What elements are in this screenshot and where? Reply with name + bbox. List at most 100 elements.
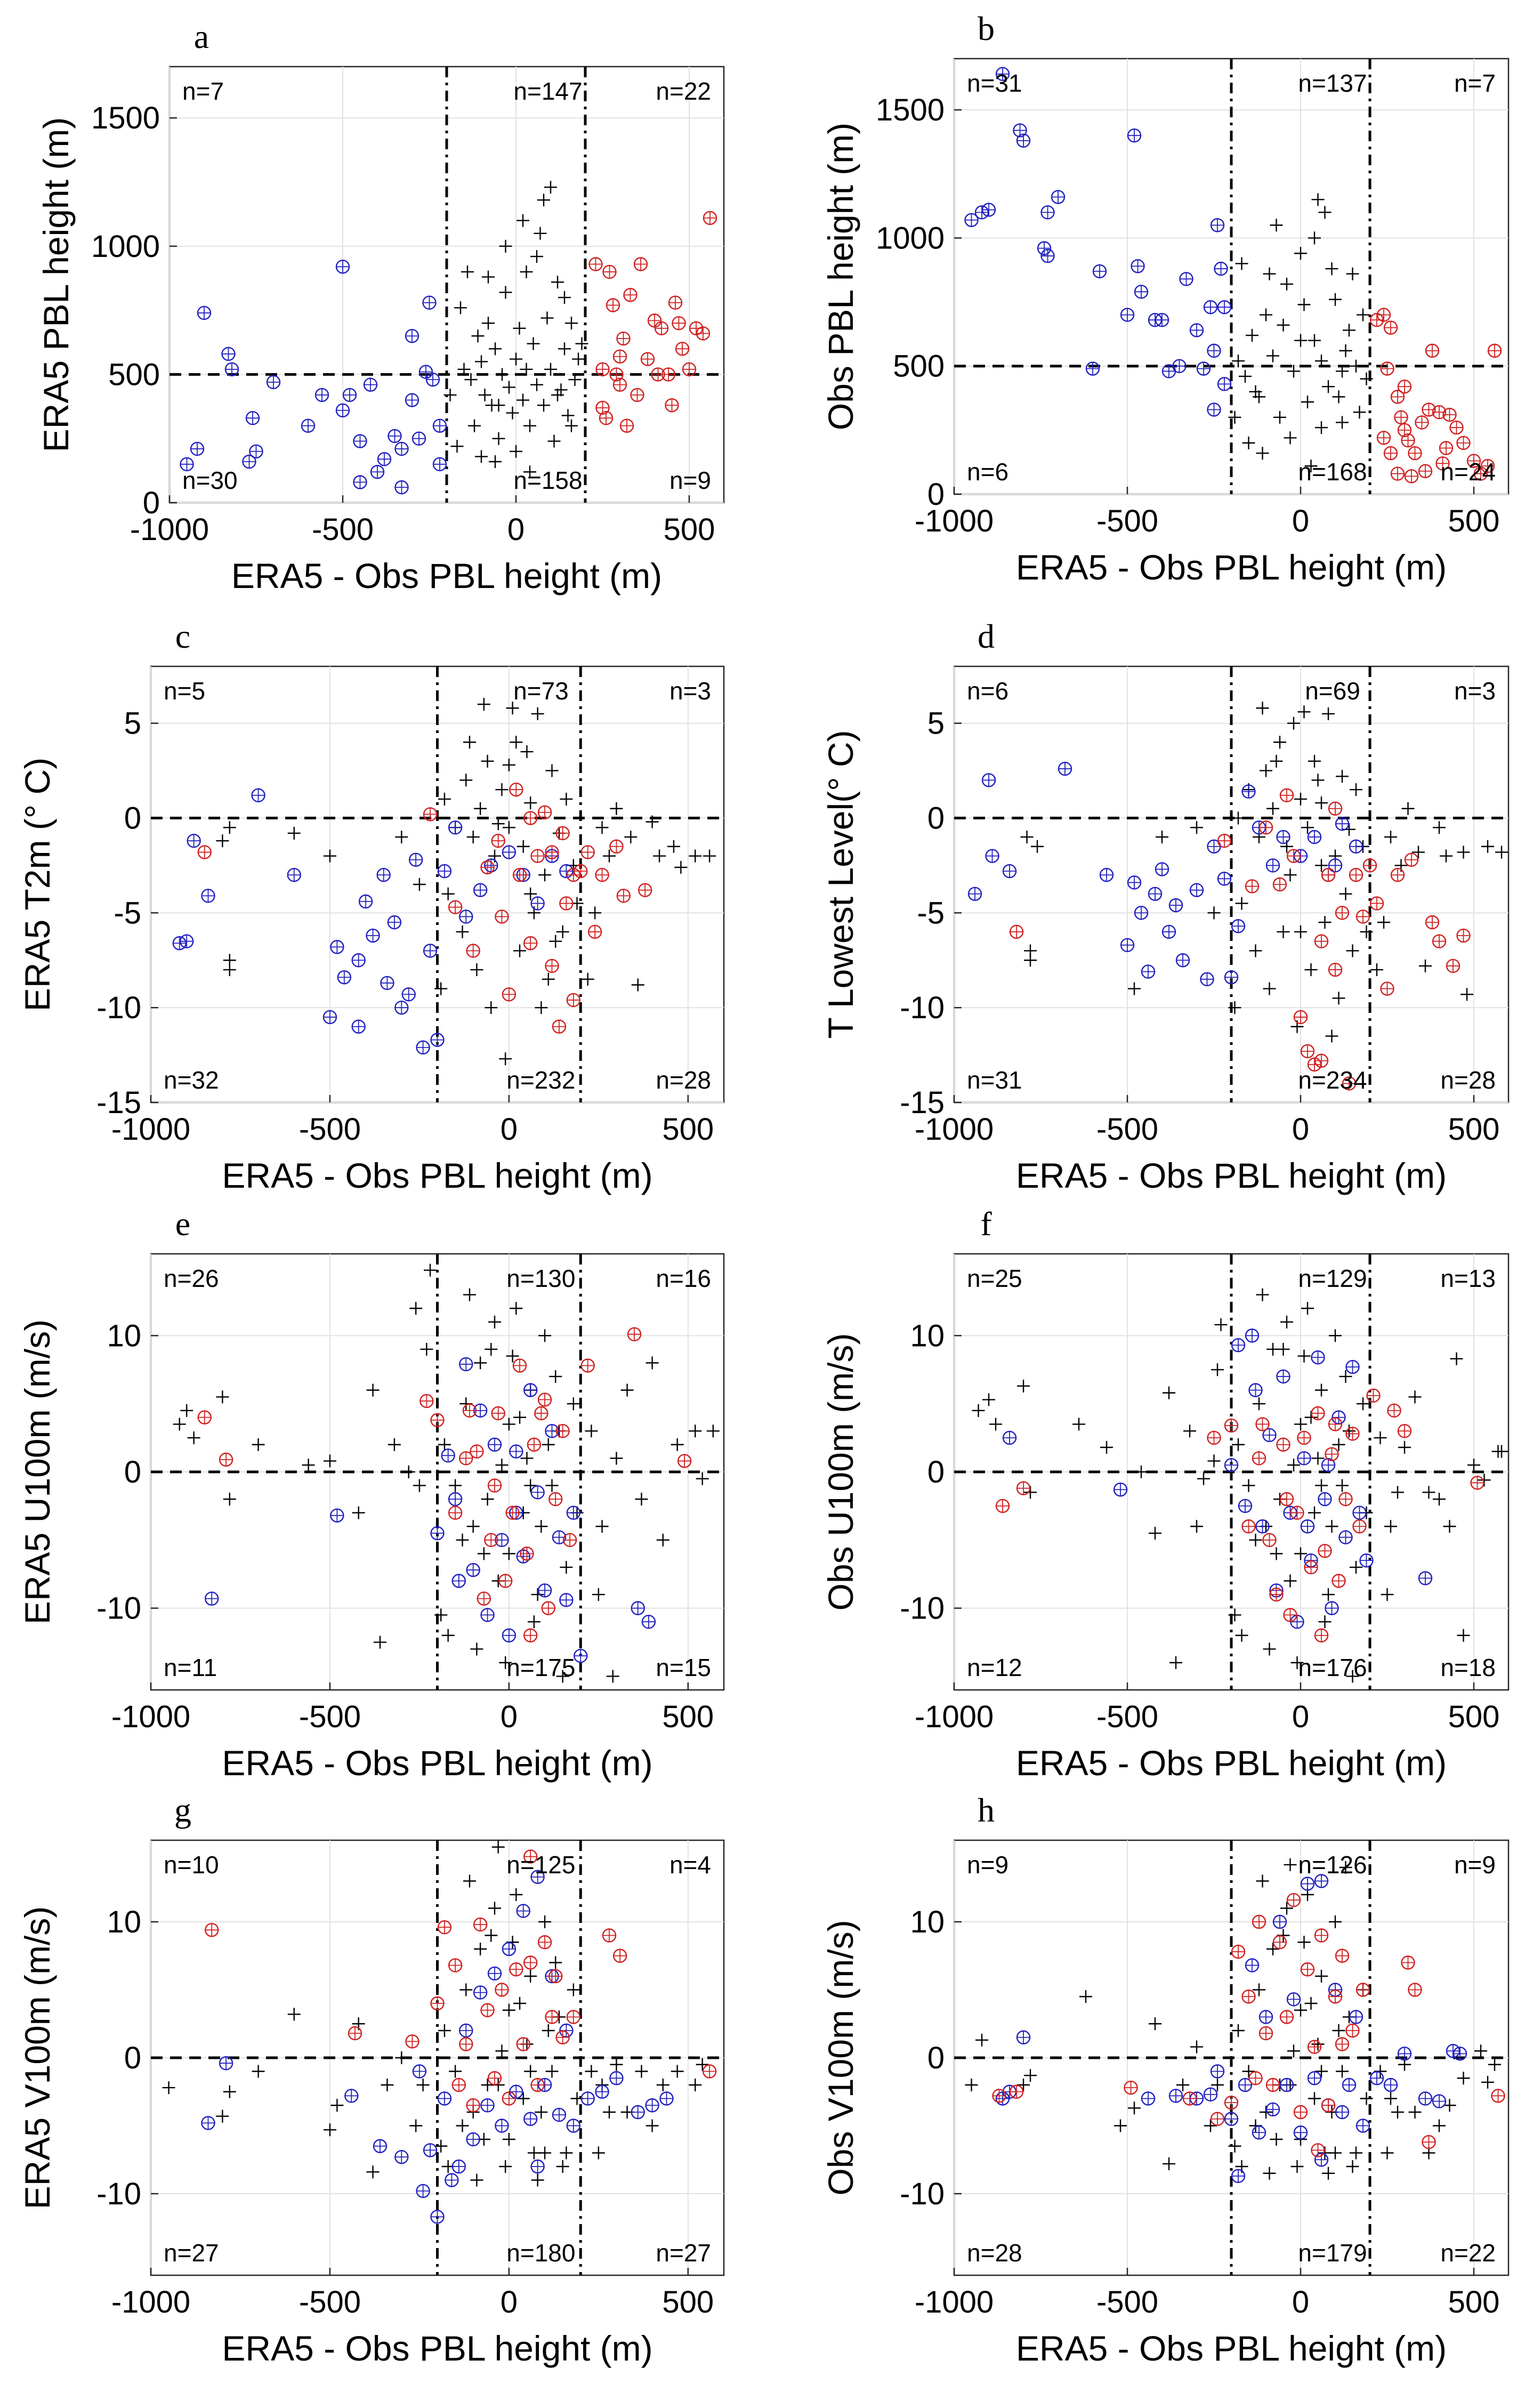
- red-circle-point: [595, 362, 610, 376]
- black-plus-point: [1211, 1363, 1224, 1376]
- black-plus-point: [491, 1840, 505, 1854]
- blue-circle-point: [1207, 402, 1221, 417]
- red-circle-point: [1290, 1505, 1304, 1520]
- blue-circle-point: [964, 213, 979, 227]
- blue-circle-point: [487, 1966, 502, 1981]
- blue-circle-point: [1189, 883, 1204, 897]
- red-circle-point: [459, 1451, 473, 1465]
- black-plus-point: [323, 2123, 336, 2137]
- blue-circle-point: [566, 1505, 581, 1520]
- blue-circle-point: [516, 1549, 530, 1564]
- black-plus-point: [1495, 845, 1508, 859]
- blue-circle-point: [1352, 1505, 1367, 1520]
- black-plus-point: [606, 1670, 619, 1683]
- blue-circle-point: [530, 2159, 545, 2174]
- count-bottom-left: n=12: [967, 1654, 1022, 1681]
- red-circle-point: [205, 1923, 219, 1937]
- red-circle-point: [580, 1358, 595, 1373]
- black-plus-point: [542, 1438, 555, 1451]
- blue-circle-point: [370, 465, 385, 479]
- black-plus-point: [1128, 982, 1141, 995]
- black-plus-point: [556, 1670, 569, 1683]
- blue-circle-point: [245, 411, 260, 425]
- red-circle-point: [595, 868, 609, 882]
- blue-circle-point: [1155, 862, 1169, 876]
- black-plus-point: [1308, 1506, 1321, 1519]
- red-circle-point: [665, 398, 679, 413]
- red-circle-point: [487, 2071, 502, 2085]
- red-circle-point: [437, 1920, 452, 1935]
- blue-circle-point: [1293, 2125, 1308, 2140]
- count-top-middle: n=73: [513, 677, 569, 705]
- red-circle-point: [1241, 1519, 1256, 1534]
- black-plus-point: [1020, 831, 1034, 844]
- red-circle-point: [1286, 849, 1301, 863]
- count-top-right: n=22: [656, 77, 711, 105]
- red-circle-point: [1009, 924, 1024, 939]
- black-plus-point: [656, 1533, 669, 1547]
- blue-circle-point: [190, 441, 205, 456]
- blue-circle-point: [1342, 2077, 1357, 2092]
- red-circle-point: [509, 782, 523, 797]
- red-circle-point: [1376, 308, 1391, 322]
- count-bottom-middle: n=180: [506, 2239, 575, 2267]
- black-plus-point: [1315, 2065, 1328, 2078]
- black-plus-point: [972, 1404, 985, 1417]
- black-plus-point: [510, 445, 522, 458]
- red-circle-point: [1314, 934, 1329, 948]
- blue-circle-point: [509, 1444, 523, 1459]
- red-circle-point: [682, 362, 697, 376]
- black-plus-point: [1228, 2139, 1241, 2153]
- red-circle-point: [1456, 436, 1471, 450]
- red-circle-point: [619, 418, 634, 433]
- red-circle-point: [1332, 1574, 1346, 1588]
- black-plus-point: [1249, 1533, 1262, 1547]
- black-plus-point: [180, 1404, 193, 1417]
- blue-circle-point: [394, 441, 409, 456]
- black-plus-point: [502, 1418, 515, 1431]
- black-plus-point: [223, 2085, 236, 2098]
- black-plus-point: [1412, 845, 1425, 859]
- black-plus-point: [1242, 436, 1255, 449]
- count-bottom-middle: n=168: [1298, 458, 1367, 486]
- black-plus-point: [1287, 716, 1300, 730]
- black-plus-point: [624, 831, 638, 844]
- red-circle-point: [1338, 1492, 1353, 1507]
- blue-circle-point: [322, 1010, 337, 1025]
- red-circle-point: [1397, 379, 1412, 394]
- black-plus-point: [510, 736, 523, 749]
- black-plus-point: [1370, 963, 1383, 977]
- red-circle-point: [498, 1574, 513, 1588]
- red-circle-point: [480, 860, 495, 875]
- red-circle-point: [466, 2098, 480, 2113]
- blue-circle-point: [432, 418, 447, 433]
- red-circle-point: [647, 313, 662, 328]
- black-plus-point: [441, 1629, 455, 1642]
- black-plus-point: [503, 381, 515, 394]
- blue-circle-point: [221, 347, 236, 361]
- blue-circle-point: [530, 1870, 545, 1884]
- black-plus-point: [1228, 1608, 1241, 1622]
- count-bottom-left: n=31: [967, 1066, 1022, 1094]
- blue-circle-point: [1224, 970, 1239, 985]
- red-circle-point: [527, 1437, 542, 1452]
- black-plus-point: [1315, 421, 1328, 434]
- black-plus-point: [1311, 193, 1325, 206]
- black-plus-point: [646, 815, 659, 828]
- black-plus-point: [1114, 2119, 1127, 2132]
- blue-circle-point: [559, 864, 574, 879]
- black-plus-point: [531, 2173, 544, 2187]
- y-tick-label: -10: [96, 2177, 141, 2211]
- count-bottom-middle: n=232: [506, 1066, 575, 1094]
- black-plus-point: [477, 698, 490, 711]
- black-plus-point: [1322, 707, 1335, 720]
- count-top-middle: n=69: [1305, 677, 1360, 705]
- blue-circle-point: [502, 845, 517, 859]
- black-plus-point: [1290, 1656, 1304, 1669]
- red-circle-point: [473, 1917, 488, 1932]
- black-plus-point: [1450, 1352, 1463, 1365]
- count-top-middle: n=126: [1298, 1851, 1367, 1879]
- black-plus-point: [1232, 355, 1245, 368]
- blue-circle-point: [1258, 2010, 1273, 2024]
- count-bottom-middle: n=176: [1298, 1654, 1367, 1681]
